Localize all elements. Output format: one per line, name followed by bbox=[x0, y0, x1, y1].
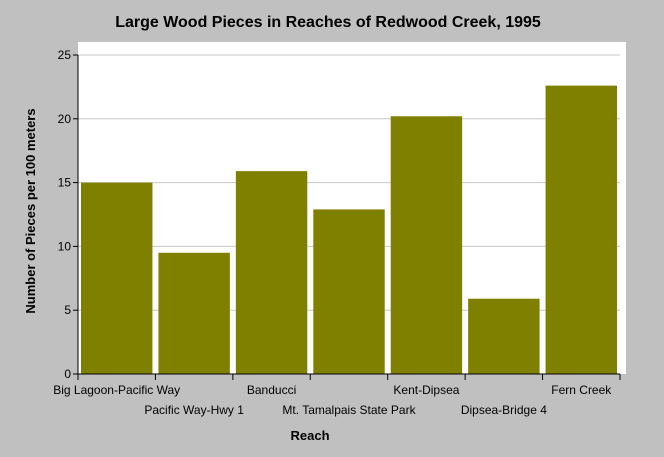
y-tick-label: 15 bbox=[58, 176, 72, 190]
x-category-label: Banducci bbox=[247, 383, 296, 397]
chart-title: Large Wood Pieces in Reaches of Redwood … bbox=[115, 14, 541, 31]
bar bbox=[313, 209, 385, 374]
x-axis-label: Reach bbox=[290, 428, 329, 443]
y-tick-label: 10 bbox=[58, 239, 72, 253]
bar bbox=[390, 116, 463, 375]
x-category-labels: Big Lagoon-Pacific Way Pacific Way-Hwy 1B… bbox=[53, 383, 612, 417]
axes bbox=[73, 54, 621, 380]
y-tick-label: 20 bbox=[58, 112, 72, 126]
y-axis-label: Number of Pieces per 100 meters bbox=[23, 108, 38, 313]
bar bbox=[468, 298, 540, 374]
y-tick-label: 0 bbox=[64, 367, 71, 381]
bar bbox=[81, 182, 153, 374]
x-category-label: Pacific Way-Hwy 1 bbox=[144, 403, 244, 417]
x-category-label: Mt. Tamalpais State Park bbox=[282, 403, 416, 417]
x-category-label: Big Lagoon-Pacific Way bbox=[53, 383, 180, 397]
x-category-label: Dipsea-Bridge 4 bbox=[461, 403, 547, 417]
x-category-label: Kent-Dipsea bbox=[393, 383, 459, 397]
x-category-label: Fern Creek bbox=[551, 383, 612, 397]
bar bbox=[545, 85, 617, 375]
y-tick-label: 25 bbox=[58, 48, 72, 62]
y-tick-labels: 0 5 10 15 20 25 bbox=[58, 48, 72, 381]
bar bbox=[235, 171, 308, 374]
bars bbox=[81, 85, 617, 375]
y-tick-label: 5 bbox=[64, 303, 71, 317]
bar bbox=[158, 252, 230, 374]
